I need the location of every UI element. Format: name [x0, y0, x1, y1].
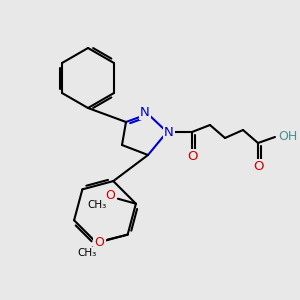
Text: OH: OH: [278, 130, 297, 143]
Text: O: O: [95, 236, 105, 249]
Text: CH₃: CH₃: [87, 200, 106, 210]
Text: O: O: [253, 160, 263, 173]
Text: O: O: [105, 189, 115, 202]
Text: N: N: [164, 125, 174, 139]
Text: O: O: [187, 151, 197, 164]
Text: N: N: [140, 106, 150, 118]
Text: CH₃: CH₃: [77, 248, 96, 258]
